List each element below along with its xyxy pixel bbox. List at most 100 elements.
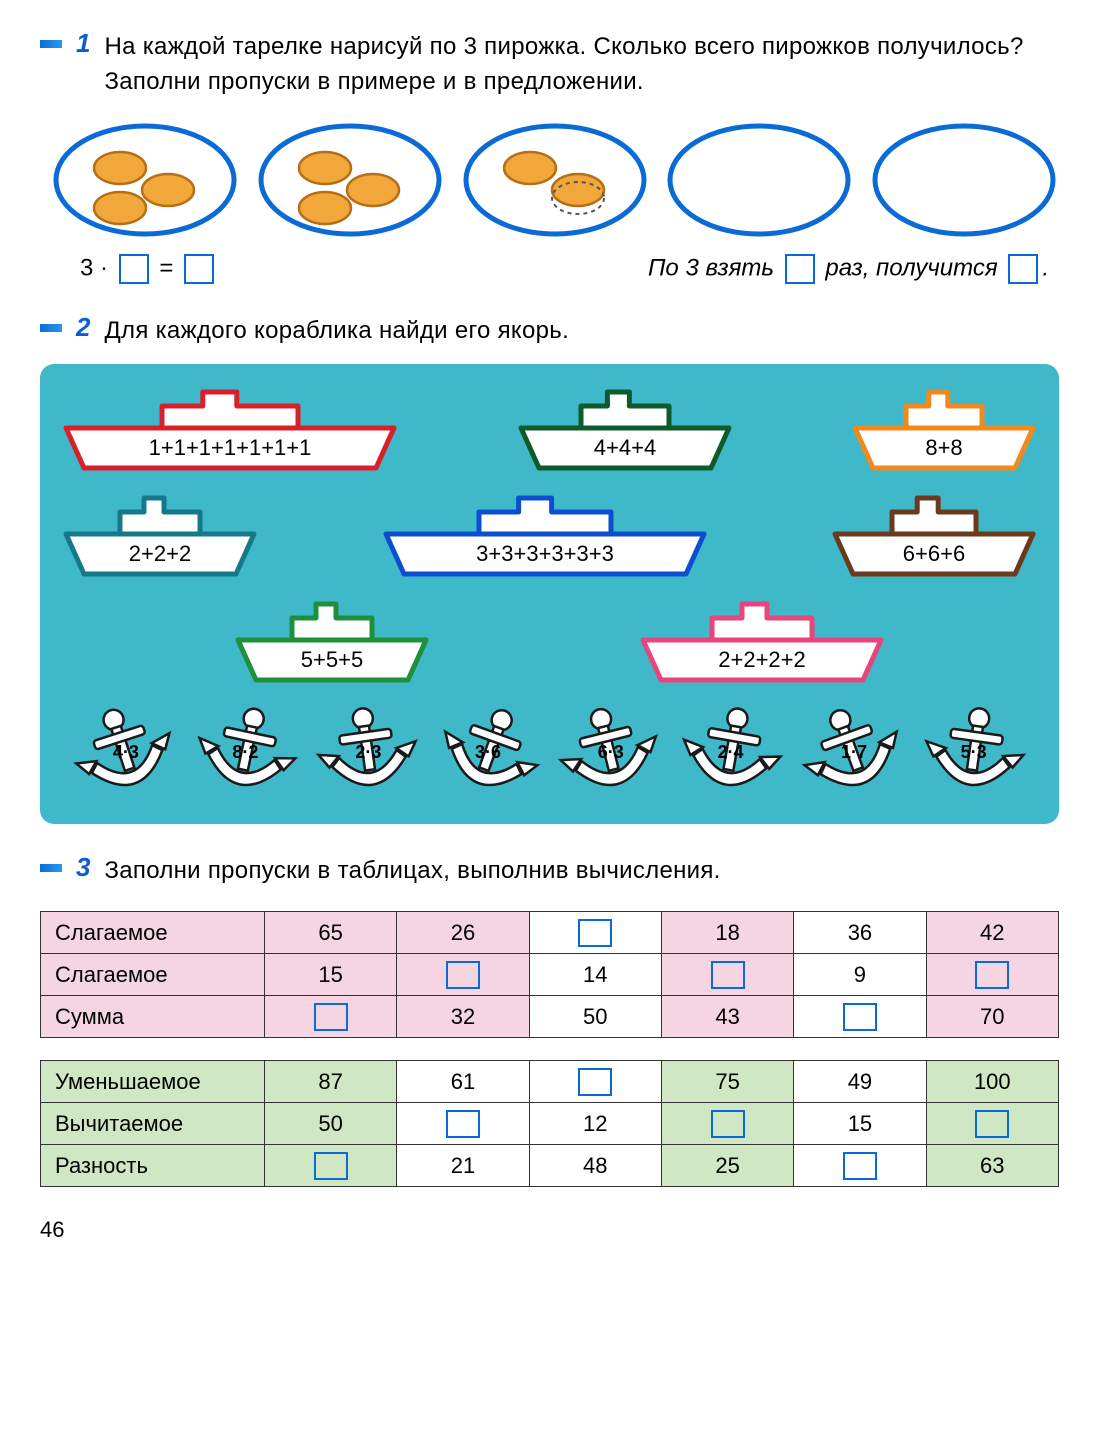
- table-cell: 36: [794, 912, 926, 954]
- anchor-icon: 4·3: [56, 686, 195, 824]
- eq-text: 3 ·: [80, 254, 108, 281]
- ship-icon: 4+4+4: [515, 382, 735, 474]
- table-cell: [661, 954, 793, 996]
- anchor-icon: 3·6: [418, 685, 559, 824]
- anchor-icon: 6·3: [543, 689, 676, 822]
- blank-box[interactable]: [314, 1003, 348, 1031]
- blank-box[interactable]: [578, 919, 612, 947]
- table-cell: 70: [926, 996, 1058, 1038]
- blank-box[interactable]: [314, 1152, 348, 1180]
- blank-box[interactable]: [711, 1110, 745, 1138]
- table-cell: 43: [661, 996, 793, 1038]
- plate-icon: [664, 120, 854, 240]
- plate-icon: [460, 120, 650, 240]
- ships-panel: 1+1+1+1+1+1+1 4+4+4 8+8 2+2+2 3+3+3+3+3+…: [40, 364, 1059, 824]
- ship-icon: 6+6+6: [829, 488, 1039, 580]
- table-cell: 14: [529, 954, 661, 996]
- ship-icon: 1+1+1+1+1+1+1: [60, 382, 400, 474]
- eq-text: По 3 взять: [648, 254, 774, 281]
- ship-row: 5+5+5 2+2+2+2: [60, 594, 1039, 686]
- svg-text:3·6: 3·6: [475, 742, 501, 762]
- table-cell: 50: [529, 996, 661, 1038]
- blank-box[interactable]: [578, 1068, 612, 1096]
- task-text: На каждой тарелке нарисуй по 3 пирожка. …: [104, 30, 1059, 100]
- svg-text:2·4: 2·4: [718, 742, 744, 762]
- table-cell: 26: [397, 912, 529, 954]
- table-cell: [794, 996, 926, 1038]
- eq-text: =: [159, 254, 173, 281]
- plates-row: [40, 120, 1059, 240]
- table-cell: 32: [397, 996, 529, 1038]
- table-cell: [264, 996, 396, 1038]
- table-cell: [529, 1061, 661, 1103]
- blank-box[interactable]: [446, 961, 480, 989]
- task-text: Заполни пропуски в таблицах, выполнив вы…: [104, 854, 720, 889]
- eq-text: .: [1042, 254, 1049, 281]
- table-cell: [397, 954, 529, 996]
- task-3: 3 Заполни пропуски в таблицах, выполнив …: [40, 854, 1059, 1187]
- ship-row: 1+1+1+1+1+1+1 4+4+4 8+8: [60, 382, 1039, 474]
- section-marker: [40, 864, 62, 872]
- equation-left: 3 · =: [80, 254, 218, 284]
- table-cell: 9: [794, 954, 926, 996]
- table-cell: 100: [926, 1061, 1058, 1103]
- task-2: 2 Для каждого кораблика найди его якорь.…: [40, 314, 1059, 825]
- blank-box[interactable]: [843, 1152, 877, 1180]
- plate-icon: [255, 120, 445, 240]
- plate-icon: [869, 120, 1059, 240]
- task-header: 1 На каждой тарелке нарисуй по 3 пирожка…: [40, 30, 1059, 100]
- anchor-icon: 2·4: [668, 692, 795, 819]
- table-cell: 12: [529, 1103, 661, 1145]
- svg-text:4·3: 4·3: [113, 742, 139, 762]
- blank-box[interactable]: [184, 254, 214, 284]
- task-text: Для каждого кораблика найди его якорь.: [104, 314, 569, 349]
- table-cell: 61: [397, 1061, 529, 1103]
- blank-box[interactable]: [119, 254, 149, 284]
- table-row-label: Сумма: [41, 996, 265, 1038]
- addition-table: Слагаемое6526183642Слагаемое15149Сумма32…: [40, 911, 1059, 1038]
- table-cell: [926, 1103, 1058, 1145]
- table-cell: 65: [264, 912, 396, 954]
- ship-icon: 2+2+2: [60, 488, 260, 580]
- table-row-label: Разность: [41, 1145, 265, 1187]
- ship-icon: 2+2+2+2: [637, 594, 887, 686]
- table-row-label: Слагаемое: [41, 912, 265, 954]
- table-cell: [264, 1145, 396, 1187]
- table-cell: 49: [794, 1061, 926, 1103]
- svg-text:1+1+1+1+1+1+1: 1+1+1+1+1+1+1: [149, 435, 312, 460]
- blank-box[interactable]: [1008, 254, 1038, 284]
- ship-row: 2+2+2 3+3+3+3+3+3 6+6+6: [60, 488, 1039, 580]
- table-row-label: Уменьшаемое: [41, 1061, 265, 1103]
- table-cell: 15: [264, 954, 396, 996]
- blank-box[interactable]: [785, 254, 815, 284]
- plate-icon: [50, 120, 240, 240]
- blank-box[interactable]: [446, 1110, 480, 1138]
- ship-icon: 8+8: [849, 382, 1039, 474]
- table-cell: [794, 1145, 926, 1187]
- table-cell: 42: [926, 912, 1058, 954]
- task-header: 2 Для каждого кораблика найди его якорь.: [40, 314, 1059, 349]
- svg-text:6+6+6: 6+6+6: [903, 541, 965, 566]
- table-cell: 48: [529, 1145, 661, 1187]
- anchor-row: 4·3 8·2 2·3 3·6: [60, 700, 1039, 810]
- table-cell: 75: [661, 1061, 793, 1103]
- blank-box[interactable]: [975, 1110, 1009, 1138]
- subtraction-table: Уменьшаемое87617549100Вычитаемое501215Ра…: [40, 1060, 1059, 1187]
- blank-box[interactable]: [975, 961, 1009, 989]
- table-cell: 87: [264, 1061, 396, 1103]
- tables-block: Слагаемое6526183642Слагаемое15149Сумма32…: [40, 911, 1059, 1187]
- blank-box[interactable]: [711, 961, 745, 989]
- table-cell: 50: [264, 1103, 396, 1145]
- table-row-label: Слагаемое: [41, 954, 265, 996]
- section-marker: [40, 324, 62, 332]
- eq-text: раз, получится: [825, 254, 997, 281]
- task-header: 3 Заполни пропуски в таблицах, выполнив …: [40, 854, 1059, 889]
- table-cell: [529, 912, 661, 954]
- task-number: 3: [76, 852, 90, 883]
- table-cell: [661, 1103, 793, 1145]
- anchor-icon: 5·3: [912, 693, 1036, 817]
- svg-text:8+8: 8+8: [925, 435, 962, 460]
- svg-text:1·7: 1·7: [841, 742, 867, 762]
- svg-text:5+5+5: 5+5+5: [301, 647, 363, 672]
- blank-box[interactable]: [843, 1003, 877, 1031]
